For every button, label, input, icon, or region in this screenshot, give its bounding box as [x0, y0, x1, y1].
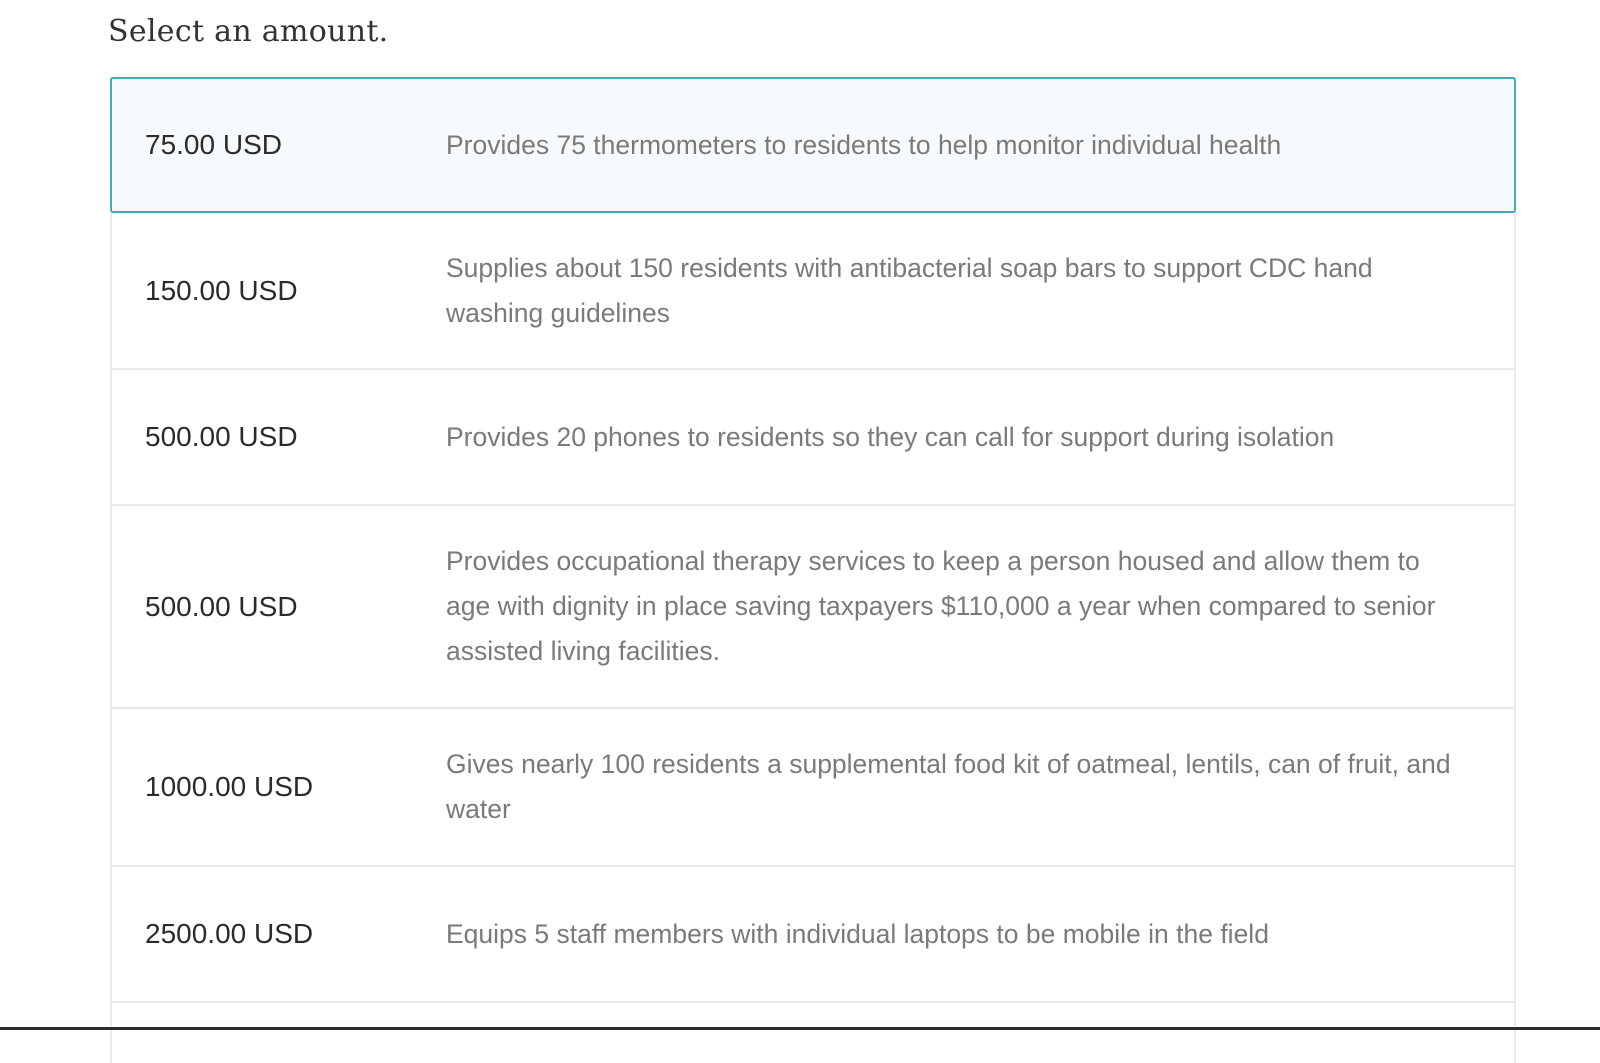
- amount-options-list: 75.00 USD Provides 75 thermometers to re…: [110, 77, 1516, 1063]
- option-amount: 75.00 USD: [145, 129, 282, 160]
- amount-option-500-phones[interactable]: 500.00 USD Provides 20 phones to residen…: [112, 370, 1514, 506]
- amount-option-75[interactable]: 75.00 USD Provides 75 thermometers to re…: [110, 77, 1516, 213]
- window-bottom-edge: [0, 1027, 1600, 1030]
- amount-option-500-therapy[interactable]: 500.00 USD Provides occupational therapy…: [112, 506, 1514, 709]
- option-description: Provides 20 phones to residents so they …: [446, 421, 1335, 452]
- option-description: Provides occupational therapy services t…: [446, 546, 1436, 666]
- option-description: Gives nearly 100 residents a supplementa…: [446, 749, 1451, 824]
- amount-option-1000[interactable]: 1000.00 USD Gives nearly 100 residents a…: [112, 709, 1514, 867]
- amount-option-150[interactable]: 150.00 USD Supplies about 150 residents …: [112, 213, 1514, 370]
- option-description: Equips 5 staff members with individual l…: [446, 918, 1269, 949]
- page-heading: Select an amount.: [108, 14, 389, 49]
- option-description: Supplies about 150 residents with antiba…: [446, 252, 1373, 328]
- amount-option-2500[interactable]: 2500.00 USD Equips 5 staff members with …: [112, 867, 1514, 1003]
- option-description: Provides 75 thermometers to residents to…: [446, 129, 1282, 160]
- option-amount: 2500.00 USD: [145, 918, 314, 949]
- amount-option-partial[interactable]: [112, 1003, 1514, 1063]
- option-amount: 1000.00 USD: [145, 771, 314, 802]
- option-amount: 500.00 USD: [145, 421, 298, 452]
- option-amount: 500.00 USD: [145, 590, 298, 622]
- option-amount: 150.00 USD: [145, 274, 298, 306]
